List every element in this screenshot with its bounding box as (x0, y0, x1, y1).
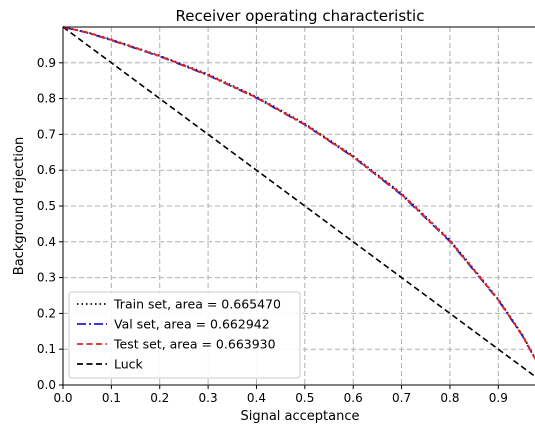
x-tick-label: 0.7 (392, 391, 411, 405)
x-tick-label: 0.2 (150, 391, 169, 405)
legend-label: Luck (114, 357, 144, 372)
x-tick-label: 0.5 (295, 391, 314, 405)
x-tick-label: 0.4 (247, 391, 266, 405)
y-tick-label: 0.9 (37, 56, 56, 70)
x-tick-label: 0.8 (440, 391, 459, 405)
y-tick-label: 0.0 (37, 378, 56, 392)
y-tick-label: 0.4 (37, 235, 56, 249)
chart-title: Receiver operating characteristic (176, 7, 425, 25)
series-line-2 (62, 26, 535, 361)
series-line-3 (62, 26, 535, 378)
legend-label: Test set, area = 0.663930 (113, 337, 276, 352)
x-tick-label: 0.9 (489, 391, 508, 405)
x-tick-label: 0.1 (102, 391, 121, 405)
y-axis-ticks: 0.0 0.1 0.2 0.3 0.4 0.5 0.6 0.7 0.8 0.9 (37, 56, 63, 392)
x-tick-label: 0.3 (199, 391, 218, 405)
y-axis-label: Background rejection (12, 137, 27, 275)
x-axis-label: Signal acceptance (240, 409, 359, 424)
y-tick-label: 0.8 (37, 92, 56, 106)
x-tick-label: 0.6 (344, 391, 363, 405)
y-tick-label: 0.1 (37, 342, 56, 356)
legend-label: Val set, area = 0.662942 (114, 317, 270, 332)
y-tick-label: 0.6 (37, 163, 56, 177)
y-tick-label: 0.5 (37, 199, 56, 213)
legend-box (68, 291, 301, 379)
y-tick-label: 0.7 (37, 127, 56, 141)
y-tick-label: 0.3 (37, 271, 56, 285)
x-axis-ticks: 0.0 0.1 0.2 0.3 0.4 0.5 0.6 0.7 0.8 0.9 (53, 385, 508, 405)
legend: Train set, area = 0.665470 Val set, area … (68, 291, 301, 379)
y-tick-label: 0.2 (37, 306, 56, 320)
legend-label: Train set, area = 0.665470 (113, 297, 281, 312)
x-tick-label: 0.0 (53, 391, 72, 405)
plot-lines (62, 26, 535, 378)
